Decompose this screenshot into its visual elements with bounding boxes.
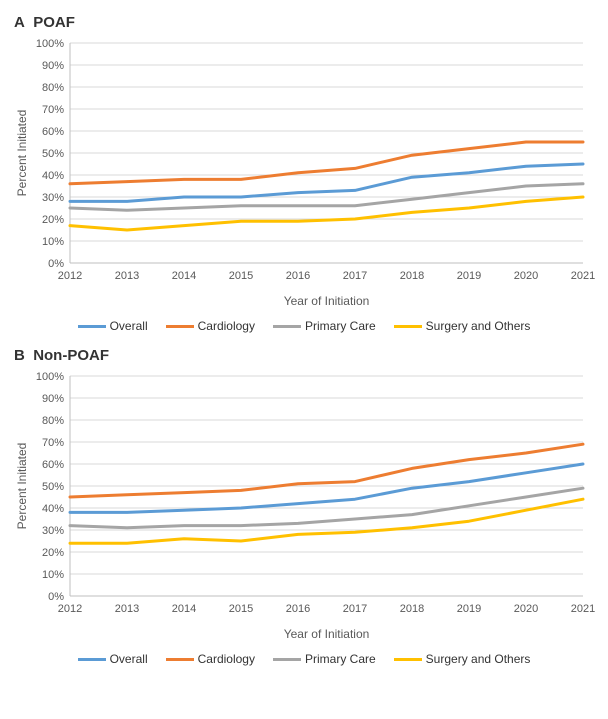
panel-label-B: B Non-POAF bbox=[14, 347, 598, 364]
ytick-label: 90% bbox=[42, 393, 64, 405]
xtick-label: 2021 bbox=[571, 603, 595, 615]
legend: Overall Cardiology Primary Care Surgery … bbox=[30, 646, 578, 676]
panel-title: POAF bbox=[33, 14, 75, 31]
legend-swatch-overall bbox=[78, 658, 106, 661]
legend-label-cardiology: Cardiology bbox=[198, 319, 255, 333]
chart-wrap-B: 0% 10% 20% 30% 40% 50% 60% 70% 80% 90% 100% 2012 201… bbox=[10, 366, 598, 646]
chart-wrap-A: 0% 10% 20% 30% 40% 50% 60% 70% 80% 90% 100% 2012 201… bbox=[10, 33, 598, 313]
chart-A: 0% 10% 20% 30% 40% 50% 60% 70% 80% 90% 100% 2012 201… bbox=[10, 33, 598, 313]
ytick-label: 100% bbox=[36, 38, 64, 50]
legend-swatch-cardiology bbox=[166, 658, 194, 661]
ytick-label: 70% bbox=[42, 437, 64, 449]
ytick-label: 40% bbox=[42, 503, 64, 515]
xtick-label: 2012 bbox=[58, 603, 82, 615]
ytick-label: 80% bbox=[42, 82, 64, 94]
legend-item-primary: Primary Care bbox=[273, 652, 376, 666]
legend-label-surgery: Surgery and Others bbox=[426, 652, 531, 666]
ytick-label: 100% bbox=[36, 371, 64, 383]
ytick-label: 10% bbox=[42, 569, 64, 581]
panel-title: Non-POAF bbox=[33, 347, 109, 364]
ytick-label: 20% bbox=[42, 214, 64, 226]
chart-B: 0% 10% 20% 30% 40% 50% 60% 70% 80% 90% 100% 2012 201… bbox=[10, 366, 598, 646]
legend-swatch-overall bbox=[78, 325, 106, 328]
ytick-label: 60% bbox=[42, 459, 64, 471]
xtick-label: 2014 bbox=[172, 603, 196, 615]
xtick-label: 2017 bbox=[343, 603, 367, 615]
ytick-label: 20% bbox=[42, 547, 64, 559]
ylabel: Percent Initiated bbox=[15, 443, 29, 530]
panel-label-A: A POAF bbox=[14, 14, 598, 31]
legend-item-surgery: Surgery and Others bbox=[394, 652, 531, 666]
xtick-label: 2018 bbox=[400, 270, 424, 282]
ytick-label: 60% bbox=[42, 126, 64, 138]
panel-letter: A bbox=[14, 14, 25, 31]
legend-item-overall: Overall bbox=[78, 319, 148, 333]
ytick-label: 0% bbox=[48, 591, 64, 603]
xtick-label: 2016 bbox=[286, 603, 310, 615]
ytick-label: 30% bbox=[42, 525, 64, 537]
ytick-label: 10% bbox=[42, 236, 64, 248]
xtick-label: 2013 bbox=[115, 270, 139, 282]
xtick-label: 2020 bbox=[514, 603, 538, 615]
legend-swatch-primary bbox=[273, 658, 301, 661]
series-overall bbox=[70, 464, 583, 512]
legend-label-surgery: Surgery and Others bbox=[426, 319, 531, 333]
ytick-label: 40% bbox=[42, 170, 64, 182]
series-surgery bbox=[70, 197, 583, 230]
ytick-label: 80% bbox=[42, 415, 64, 427]
legend-item-primary: Primary Care bbox=[273, 319, 376, 333]
xtick-label: 2018 bbox=[400, 603, 424, 615]
legend: Overall Cardiology Primary Care Surgery … bbox=[30, 313, 578, 343]
xtick-label: 2019 bbox=[457, 603, 481, 615]
xtick-label: 2020 bbox=[514, 270, 538, 282]
legend-label-primary: Primary Care bbox=[305, 319, 376, 333]
ytick-label: 50% bbox=[42, 148, 64, 160]
xtick-label: 2015 bbox=[229, 603, 253, 615]
legend-item-cardiology: Cardiology bbox=[166, 652, 255, 666]
legend-item-surgery: Surgery and Others bbox=[394, 319, 531, 333]
legend-swatch-surgery bbox=[394, 325, 422, 328]
legend-item-overall: Overall bbox=[78, 652, 148, 666]
xtick-label: 2012 bbox=[58, 270, 82, 282]
ytick-label: 0% bbox=[48, 258, 64, 270]
xtick-label: 2013 bbox=[115, 603, 139, 615]
legend-swatch-cardiology bbox=[166, 325, 194, 328]
legend-label-primary: Primary Care bbox=[305, 652, 376, 666]
xlabel: Year of Initiation bbox=[284, 294, 370, 308]
xlabel: Year of Initiation bbox=[284, 627, 370, 641]
xtick-label: 2015 bbox=[229, 270, 253, 282]
legend-label-cardiology: Cardiology bbox=[198, 652, 255, 666]
ytick-label: 90% bbox=[42, 60, 64, 72]
xtick-label: 2019 bbox=[457, 270, 481, 282]
series-cardiology bbox=[70, 444, 583, 497]
legend-swatch-surgery bbox=[394, 658, 422, 661]
legend-item-cardiology: Cardiology bbox=[166, 319, 255, 333]
ytick-label: 70% bbox=[42, 104, 64, 116]
legend-label-overall: Overall bbox=[110, 319, 148, 333]
series-cardiology bbox=[70, 142, 583, 184]
xtick-label: 2021 bbox=[571, 270, 595, 282]
ytick-label: 30% bbox=[42, 192, 64, 204]
xtick-label: 2017 bbox=[343, 270, 367, 282]
legend-swatch-primary bbox=[273, 325, 301, 328]
ytick-label: 50% bbox=[42, 481, 64, 493]
legend-label-overall: Overall bbox=[110, 652, 148, 666]
xtick-label: 2014 bbox=[172, 270, 196, 282]
panel-letter: B bbox=[14, 347, 25, 364]
xtick-label: 2016 bbox=[286, 270, 310, 282]
ylabel: Percent Initiated bbox=[15, 110, 29, 197]
